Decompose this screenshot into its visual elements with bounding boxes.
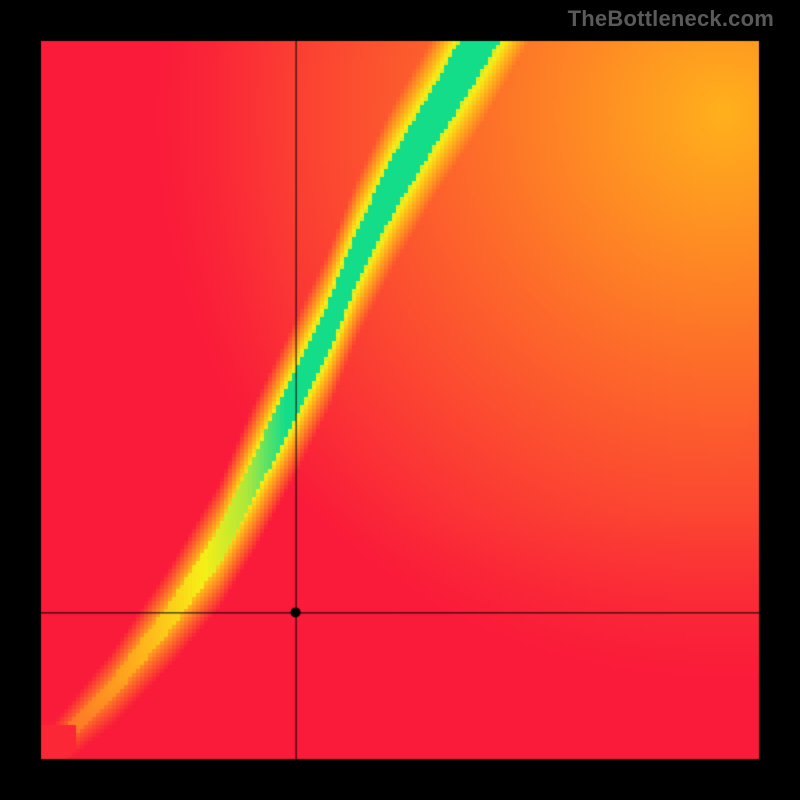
watermark-label: TheBottleneck.com: [568, 6, 774, 32]
plot-area: [40, 40, 760, 760]
bottleneck-heatmap: [40, 40, 760, 760]
figure-root: TheBottleneck.com: [0, 0, 800, 800]
